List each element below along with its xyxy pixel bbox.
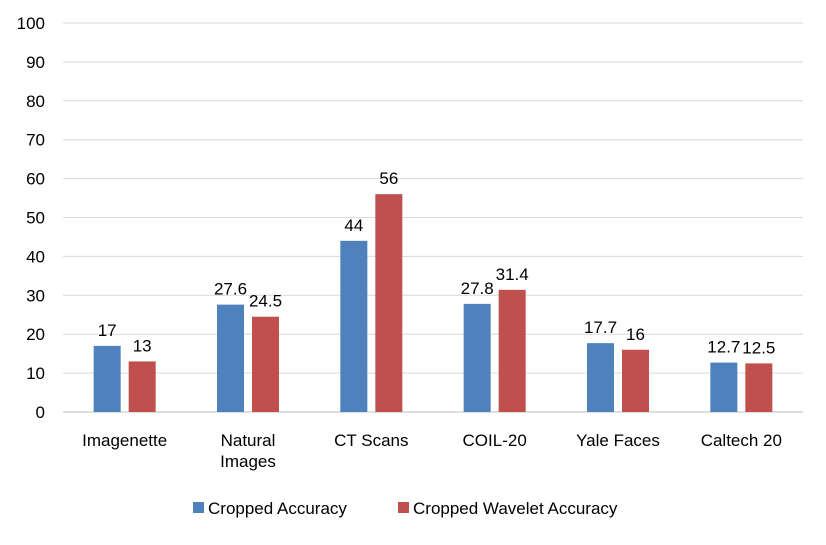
bar — [622, 349, 649, 412]
y-axis: 0 10 20 30 40 50 60 70 80 90 100 — [17, 14, 45, 422]
bar — [93, 345, 121, 412]
bar — [375, 194, 403, 412]
data-label: 24.5 — [249, 292, 282, 311]
data-label: 31.4 — [496, 265, 529, 284]
bar — [128, 361, 156, 412]
x-tick-label-line: Imagenette — [82, 431, 167, 450]
y-tick-label: 0 — [36, 403, 45, 422]
data-label: 56 — [379, 169, 398, 188]
data-label: 16 — [626, 325, 645, 344]
x-tick-label: Imagenette — [82, 431, 167, 450]
data-labels: 17 13 27.624.5 44 56 27.831.4 17.7 16 12.7 12.5 — [98, 169, 776, 357]
bar — [498, 289, 526, 412]
data-label: 17 — [98, 321, 117, 340]
y-tick-label: 10 — [26, 364, 45, 383]
bar — [745, 363, 773, 412]
legend: Cropped Accuracy Cropped Wavelet Accuracy — [193, 499, 618, 518]
x-tick-label-line: Natural — [221, 431, 276, 450]
x-tick-label-line: COIL-20 — [463, 431, 527, 450]
y-tick-label: 30 — [26, 286, 45, 305]
legend-label: Cropped Accuracy — [208, 499, 347, 518]
bar — [587, 343, 614, 412]
y-tick-label: 90 — [26, 53, 45, 72]
x-tick-label: Natural Images — [220, 431, 276, 471]
x-tick-label: COIL-20 — [463, 431, 527, 450]
y-tick-label: 80 — [26, 92, 45, 111]
data-label: 27.8 — [461, 279, 494, 298]
y-tick-label: 40 — [26, 247, 45, 266]
x-tick-label: Yale Faces — [576, 431, 660, 450]
legend-swatch — [398, 502, 409, 513]
gridlines — [63, 22, 803, 413]
x-tick-label: CT Scans — [334, 431, 408, 450]
bar — [463, 303, 491, 412]
y-tick-label: 100 — [17, 14, 45, 33]
legend-label: Cropped Wavelet Accuracy — [413, 499, 618, 518]
legend-swatch — [193, 502, 204, 513]
bar — [217, 304, 244, 412]
data-label: 13 — [133, 336, 152, 355]
y-tick-label: 20 — [26, 325, 45, 344]
x-tick-label-line: Images — [220, 452, 276, 471]
bar — [340, 240, 368, 412]
bar — [252, 316, 279, 412]
x-tick-label-line: Yale Faces — [576, 431, 660, 450]
data-label: 12.5 — [742, 338, 775, 357]
y-tick-label: 70 — [26, 131, 45, 150]
x-axis: Imagenette Natural Images CT Scans COIL-20 Ya… — [82, 431, 782, 471]
x-tick-label: Caltech 20 — [701, 431, 782, 450]
data-label: 12.7 — [707, 338, 740, 357]
data-label: 44 — [344, 216, 363, 235]
y-tick-label: 50 — [26, 209, 45, 228]
x-tick-label-line: CT Scans — [334, 431, 408, 450]
data-label: 17.7 — [584, 318, 617, 337]
bars — [93, 194, 773, 412]
bar — [710, 362, 738, 412]
x-tick-label-line: Caltech 20 — [701, 431, 782, 450]
y-tick-label: 60 — [26, 170, 45, 189]
data-label: 27.6 — [214, 280, 247, 299]
